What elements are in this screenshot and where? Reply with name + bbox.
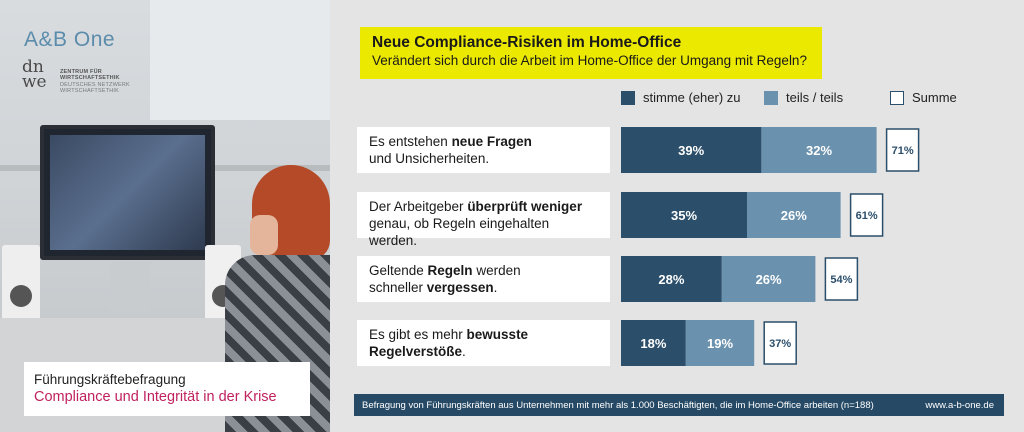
category-label-text: . xyxy=(462,344,466,359)
category-label-text: . xyxy=(493,280,498,295)
data-label-total: 37% xyxy=(769,338,791,350)
legend-label-partly: teils / teils xyxy=(786,90,844,105)
dnwe-line-2: WIRTSCHAFTSETHIK xyxy=(60,75,120,81)
window-light xyxy=(150,0,330,120)
total-box xyxy=(763,321,797,365)
category-label: Der Arbeitgeber überprüft weniger genau, … xyxy=(357,192,610,248)
bar-segment-agree xyxy=(621,320,686,366)
legend-swatch-sum xyxy=(890,90,904,105)
data-label-total: 71% xyxy=(892,145,914,157)
total-box xyxy=(885,128,920,172)
caption-topic: Compliance und Integrität in der Krise xyxy=(34,389,277,405)
bar-segment-partly xyxy=(747,192,841,238)
bar-segment-partly xyxy=(721,256,816,302)
bar-segment-agree xyxy=(621,256,722,302)
speaker-left xyxy=(2,245,40,320)
dnwe-monogram-top: dn xyxy=(22,57,44,77)
footer-bar: Befragung von Führungskräften aus Untern… xyxy=(354,394,1004,416)
chart-title-box: Neue Compliance-Risiken im Home-Office V… xyxy=(360,27,822,79)
data-label-agree: 18% xyxy=(640,336,666,351)
legend-label-agree: stimme (eher) zu xyxy=(643,90,741,105)
footer-url[interactable]: www.a-b-one.de xyxy=(925,399,994,411)
person-face xyxy=(250,215,278,255)
category-label: Es gibt es mehr bewusste Regelverstöße. xyxy=(357,320,610,366)
monitor-stand xyxy=(110,262,150,312)
bar-segment-partly xyxy=(761,127,877,173)
dnwe-logo: dn we ZENTRUM FÜR WIRTSCHAFTSETHIK DEUTS… xyxy=(22,57,152,100)
data-label-partly: 19% xyxy=(707,336,733,351)
chart-subtitle: Verändert sich durch die Arbeit im Home-… xyxy=(372,53,807,68)
data-label-partly: 32% xyxy=(806,143,832,158)
bar-segment-partly xyxy=(685,320,755,366)
legend-item-sum: Summe xyxy=(890,90,957,105)
category-label-emphasis: Regeln xyxy=(427,263,473,278)
hero-photo: A&B One dn we ZENTRUM FÜR WIRTSCHAFTSETH… xyxy=(0,0,330,432)
bar-segment-agree xyxy=(621,192,747,238)
dnwe-monogram-bottom: we xyxy=(22,72,47,92)
category-label-text: Der Arbeitgeber xyxy=(369,199,468,214)
total-box xyxy=(849,193,884,237)
category-label-text: Es entstehen xyxy=(369,134,452,149)
caption-box: Führungskräftebefragung Compliance und I… xyxy=(24,362,310,416)
category-label-text: und Unsicherheiten. xyxy=(369,151,490,166)
data-label-agree: 39% xyxy=(678,143,704,158)
category-label-emphasis: Regelverstöße xyxy=(369,344,463,359)
dnwe-line-4: WIRTSCHAFTSETHIK xyxy=(60,88,120,94)
data-label-total: 54% xyxy=(830,274,852,286)
category-label-emphasis: überprüft weniger xyxy=(467,199,583,214)
data-label-partly: 26% xyxy=(781,208,807,223)
chart-title: Neue Compliance-Risiken im Home-Office xyxy=(372,34,682,51)
legend-label-sum: Summe xyxy=(912,90,957,105)
legend-swatch-partly xyxy=(764,90,778,105)
monitor xyxy=(40,125,215,260)
category-label: Es entstehen neue Fragen und Unsicherheit… xyxy=(357,127,610,173)
category-label-text: Es gibt es mehr xyxy=(369,327,467,342)
category-label-text: werden xyxy=(472,263,521,278)
caption-survey: Führungskräftebefragung xyxy=(34,372,186,387)
category-label-emphasis: vergessen xyxy=(426,280,494,295)
data-label-total: 61% xyxy=(856,210,878,222)
legend-swatch-agree xyxy=(621,90,635,105)
data-label-partly: 26% xyxy=(756,272,782,287)
legend-item-agree: stimme (eher) zu xyxy=(621,90,741,105)
category-label-emphasis: bewusste xyxy=(466,327,529,342)
category-label: Geltende Regeln werden schneller vergesse… xyxy=(357,256,610,302)
category-label-text: schneller xyxy=(369,280,427,295)
category-label-emphasis: neue Fragen xyxy=(451,134,532,149)
bar-segment-agree xyxy=(621,127,762,173)
data-label-agree: 35% xyxy=(671,208,697,223)
footer-source-note: Befragung von Führungskräften aus Untern… xyxy=(362,399,874,411)
brand-logo: A&B One xyxy=(24,28,116,51)
category-label-text: genau, ob Regeln eingehalten werden. xyxy=(369,216,550,248)
total-box xyxy=(824,257,859,301)
data-label-agree: 28% xyxy=(658,272,684,287)
dnwe-line-1: ZENTRUM FÜR xyxy=(60,69,102,75)
category-label-text: Geltende xyxy=(369,263,428,278)
legend-item-partly: teils / teils xyxy=(764,90,843,105)
dnwe-line-3: DEUTSCHES NETZWERK xyxy=(60,82,130,88)
